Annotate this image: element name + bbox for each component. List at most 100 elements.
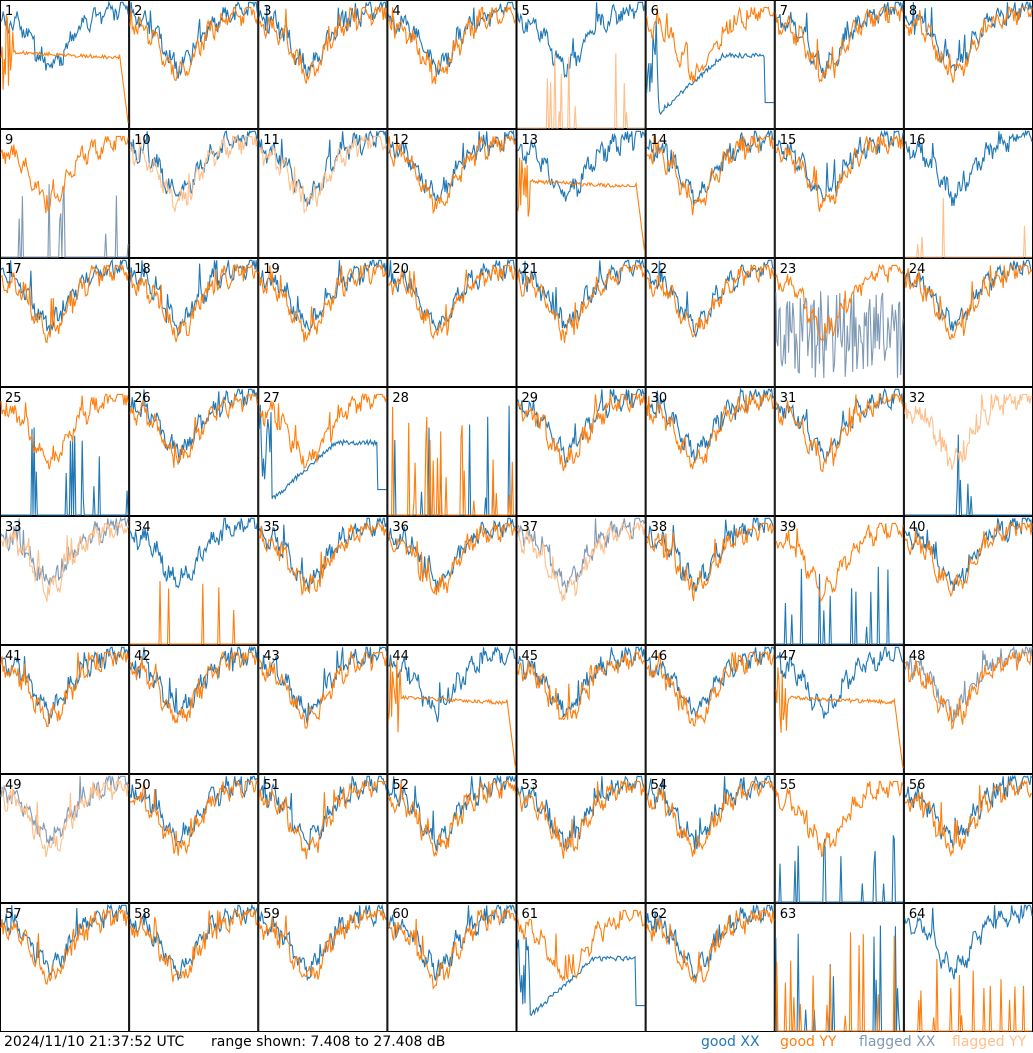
series-yy-line xyxy=(516,392,646,472)
panel-49: 49 xyxy=(0,774,130,903)
series-yy-line xyxy=(516,264,646,344)
panel-label: 35 xyxy=(263,520,280,535)
series-xx-line xyxy=(516,1,646,78)
series-yy-line xyxy=(130,581,258,645)
panel-39: 39 xyxy=(774,516,904,645)
series-yy-line xyxy=(387,780,517,857)
panel-label: 31 xyxy=(780,391,797,406)
series-xx-line xyxy=(775,387,904,463)
panel-58: 58 xyxy=(129,903,259,1032)
panel-frame xyxy=(903,258,1033,387)
series-yy-line xyxy=(388,264,517,340)
series-yy-line xyxy=(904,393,1033,470)
panel-frame xyxy=(516,129,646,258)
panel-20: 20 xyxy=(387,258,517,387)
panel-frame xyxy=(516,645,646,774)
panel-label: 2 xyxy=(134,4,142,19)
panel-13: 13 xyxy=(516,129,646,258)
panel-frame xyxy=(774,645,904,774)
panel-frame xyxy=(258,516,388,645)
series-yy-line xyxy=(775,522,904,603)
panel-frame xyxy=(129,645,259,774)
panel-frame xyxy=(516,258,646,387)
panel-50: 50 xyxy=(129,774,259,903)
series-yy-line xyxy=(646,264,775,338)
series-yy-line xyxy=(775,134,904,212)
series-yy-line xyxy=(129,393,258,468)
series-yy-line xyxy=(775,667,904,768)
panel-label: 22 xyxy=(651,262,668,277)
panel-34: 34 xyxy=(129,516,259,645)
panel-frame xyxy=(774,903,904,1032)
series-xx-line xyxy=(904,904,1033,980)
panel-frame xyxy=(0,258,130,387)
panel-frame xyxy=(645,774,775,903)
panel-32: 32 xyxy=(903,387,1033,516)
panel-frame xyxy=(903,516,1033,645)
panel-label: 56 xyxy=(909,778,926,793)
panel-frame xyxy=(645,903,775,1032)
series-xx-line xyxy=(775,835,903,903)
panel-26: 26 xyxy=(129,387,259,516)
panel-label: 21 xyxy=(522,262,539,277)
series-yy-line xyxy=(775,780,904,858)
series-yy-line xyxy=(516,157,646,252)
series-xx-line xyxy=(646,387,775,464)
series-yy-line xyxy=(775,932,903,1032)
panel-label: 45 xyxy=(522,649,539,664)
panel-8: 8 xyxy=(903,0,1033,129)
panel-16: 16 xyxy=(903,129,1033,258)
panel-label: 55 xyxy=(780,778,797,793)
panel-label: 7 xyxy=(780,4,788,19)
panel-label: 59 xyxy=(263,907,280,922)
panel-frame xyxy=(258,903,388,1032)
panel-label: 1 xyxy=(5,4,13,19)
panel-frame xyxy=(387,516,517,645)
panel-frame xyxy=(387,774,517,903)
footer-bar: 2024/11/10 21:37:52 UTC range shown: 7.4… xyxy=(0,1032,1033,1053)
series-yy-line xyxy=(387,134,517,215)
panel-22: 22 xyxy=(645,258,775,387)
panel-24: 24 xyxy=(903,258,1033,387)
panel-30: 30 xyxy=(645,387,775,516)
series-xx-line xyxy=(646,19,774,116)
panel-label: 8 xyxy=(909,4,917,19)
series-xx-line xyxy=(387,774,517,851)
panel-label: 46 xyxy=(651,649,668,664)
panel-46: 46 xyxy=(645,645,775,774)
panel-44: 44 xyxy=(387,645,517,774)
panel-label: 54 xyxy=(651,778,668,793)
series-yy-line xyxy=(259,134,387,214)
panel-frame xyxy=(129,129,259,258)
panel-14: 14 xyxy=(645,129,775,258)
panel-3: 3 xyxy=(258,0,388,129)
panel-frame xyxy=(903,645,1033,774)
series-yy-line xyxy=(387,659,517,768)
timestamp: 2024/11/10 21:37:52 UTC xyxy=(4,1034,185,1050)
panel-label: 20 xyxy=(392,262,409,277)
series-yy-line xyxy=(258,264,387,343)
series-yy-line xyxy=(258,909,387,980)
panel-frame xyxy=(258,0,388,129)
panel-23: 23 xyxy=(774,258,904,387)
series-xx-line xyxy=(0,0,129,71)
panel-label: 27 xyxy=(263,391,280,406)
panel-7: 7 xyxy=(774,0,904,129)
series-yy-line xyxy=(646,134,775,216)
panel-15: 15 xyxy=(774,129,904,258)
panel-label: 51 xyxy=(263,778,280,793)
panel-frame xyxy=(903,774,1033,903)
panel-label: 3 xyxy=(263,4,271,19)
series-yy-line xyxy=(258,6,387,84)
panel-frame xyxy=(387,258,517,387)
panel-43: 43 xyxy=(258,645,388,774)
panel-frame xyxy=(0,774,130,903)
panel-label: 61 xyxy=(522,907,539,922)
panel-frame xyxy=(0,903,130,1032)
series-yy-line xyxy=(904,521,1033,598)
legend-good-xx: good XX xyxy=(701,1034,760,1050)
series-yy-line xyxy=(775,263,904,343)
panel-63: 63 xyxy=(774,903,904,1032)
series-xx-line xyxy=(775,566,903,645)
